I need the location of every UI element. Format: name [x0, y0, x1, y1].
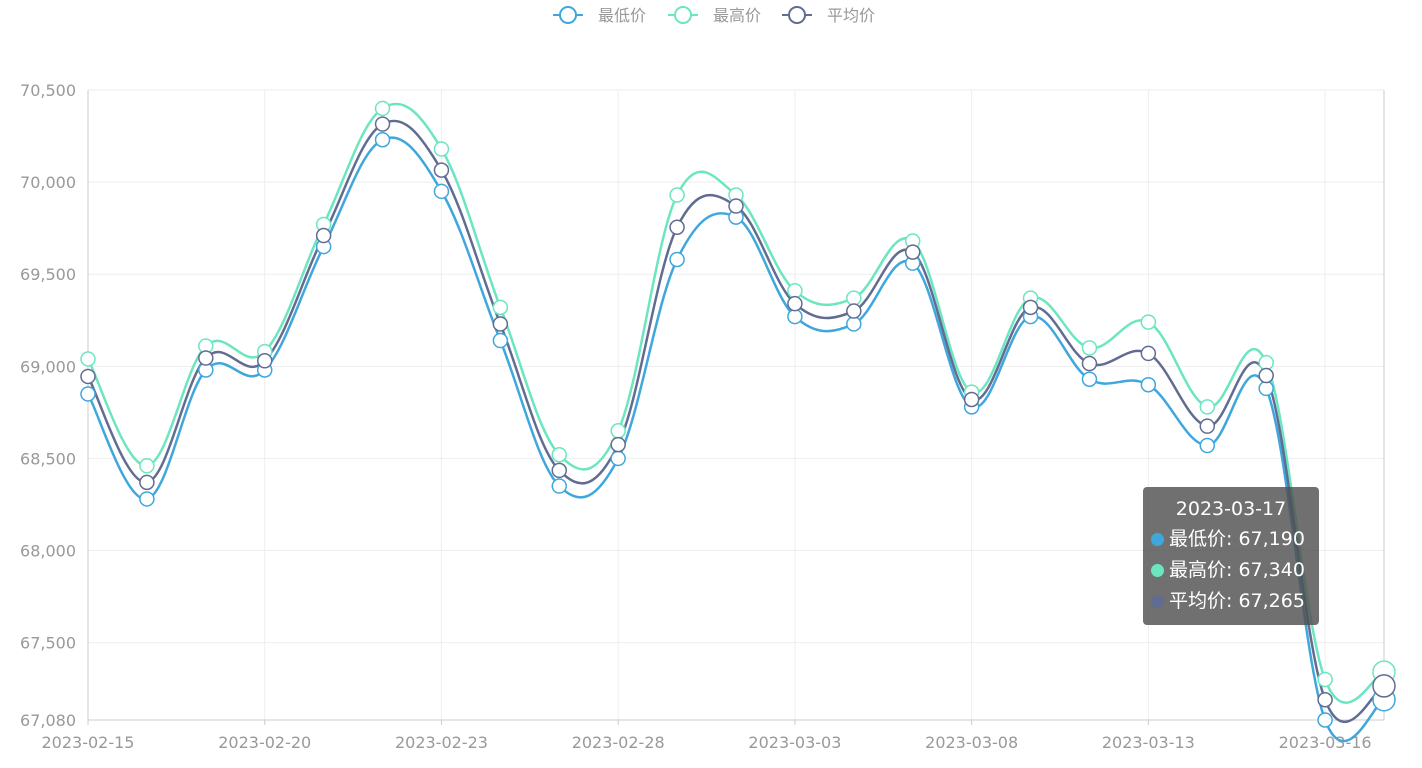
data-point — [551, 462, 568, 479]
legend-label: 最高价 — [713, 6, 761, 25]
tooltip-value-avg: 平均价: 67,265 — [1169, 590, 1305, 612]
series-line-0 — [86, 136, 1385, 743]
tooltip-row-low: 最低价: 67,190 — [1151, 524, 1311, 555]
data-point — [728, 198, 744, 214]
x-tick-label: 2023-03-03 — [748, 733, 841, 752]
data-point — [846, 316, 862, 332]
tooltip-dot-avg — [1151, 595, 1164, 608]
data-point — [669, 251, 685, 268]
y-tick-label: 69,000 — [20, 357, 76, 376]
y-tick-label: 68,500 — [20, 449, 76, 468]
data-point — [1140, 314, 1157, 330]
data-point — [492, 299, 509, 316]
tooltip-dot-low — [1151, 533, 1164, 546]
data-point — [1372, 674, 1396, 698]
data-point — [1199, 399, 1216, 415]
data-point — [669, 219, 685, 235]
y-tick-label: 67,500 — [20, 634, 76, 653]
data-point — [610, 436, 626, 453]
tooltip-dot-high — [1151, 564, 1164, 577]
tooltip-value-low: 最低价: 67,190 — [1169, 528, 1305, 550]
data-point — [80, 351, 96, 367]
data-point — [1199, 437, 1216, 454]
x-tick-label: 2023-02-15 — [42, 733, 135, 752]
data-point — [256, 353, 273, 369]
data-point — [846, 303, 862, 319]
data-point — [1140, 376, 1157, 393]
data-point — [80, 368, 96, 385]
y-tick-label: 68,000 — [20, 542, 76, 561]
y-tick-label: 70,500 — [20, 81, 76, 100]
y-tick-label: 67,080 — [20, 711, 76, 730]
data-point — [80, 386, 96, 402]
data-point — [551, 478, 568, 494]
data-point — [198, 350, 214, 366]
data-point — [846, 290, 862, 306]
y-tick-label: 69,500 — [20, 265, 76, 284]
x-tick-label: 2023-03-16 — [1279, 733, 1372, 752]
data-point — [669, 187, 685, 203]
data-point — [1140, 345, 1157, 362]
data-point — [433, 183, 450, 200]
data-point — [1022, 299, 1039, 316]
data-point — [1317, 691, 1333, 708]
data-point — [139, 491, 155, 507]
data-point — [139, 474, 155, 491]
data-point — [1258, 367, 1274, 384]
data-point — [1317, 712, 1333, 728]
data-point — [551, 446, 568, 463]
data-point — [492, 316, 509, 332]
data-point — [1081, 371, 1098, 387]
x-tick-label: 2023-02-28 — [572, 733, 665, 752]
data-point — [963, 391, 980, 408]
x-tick-label: 2023-02-20 — [218, 733, 311, 752]
legend-marker — [559, 6, 577, 24]
tooltip-row-high: 最高价: 67,340 — [1151, 555, 1311, 586]
tooltip-value-high: 最高价: 67,340 — [1169, 559, 1305, 581]
data-point — [315, 227, 332, 244]
x-tick-label: 2023-03-08 — [925, 733, 1018, 752]
tooltip: 2023-03-17 最低价: 67,190 最高价: 67,340 平均价: … — [1143, 487, 1319, 625]
data-point — [374, 131, 391, 148]
data-point — [433, 162, 450, 178]
data-point — [374, 100, 391, 117]
data-point — [610, 423, 626, 439]
data-point — [787, 308, 803, 325]
data-point — [904, 244, 921, 260]
data-point — [1199, 418, 1216, 434]
tooltip-row-avg: 平均价: 67,265 — [1151, 586, 1311, 617]
legend-label: 平均价 — [827, 6, 875, 25]
data-point — [787, 295, 803, 312]
x-tick-label: 2023-03-13 — [1102, 733, 1195, 752]
data-point — [374, 116, 391, 132]
data-point — [610, 450, 626, 467]
data-point — [787, 283, 803, 299]
data-point — [433, 141, 450, 157]
y-tick-label: 70,000 — [20, 173, 76, 192]
x-tick-label: 2023-02-23 — [395, 733, 488, 752]
legend-marker — [788, 6, 806, 24]
tooltip-title: 2023-03-17 — [1175, 498, 1287, 520]
legend-marker — [674, 6, 692, 24]
data-point — [1081, 340, 1098, 356]
data-point — [1258, 354, 1274, 371]
data-point — [1081, 355, 1098, 372]
data-point — [1317, 671, 1333, 688]
data-point — [1258, 380, 1274, 397]
legend-label: 最低价 — [598, 6, 646, 25]
data-point — [492, 332, 509, 349]
data-point — [139, 458, 155, 474]
